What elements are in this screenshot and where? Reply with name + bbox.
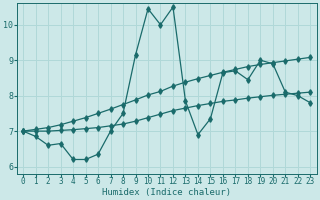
X-axis label: Humidex (Indice chaleur): Humidex (Indice chaleur)	[102, 188, 231, 197]
